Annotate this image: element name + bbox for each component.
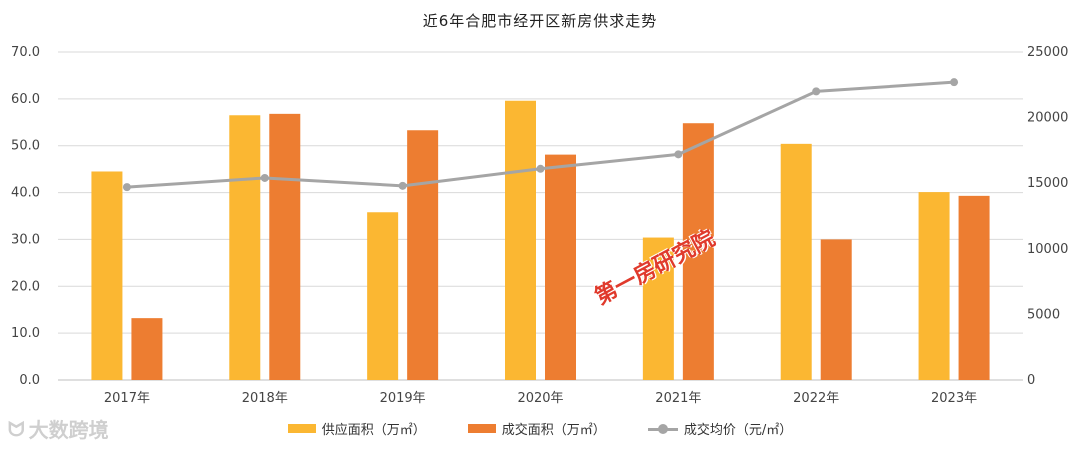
bar-deal bbox=[820, 239, 852, 380]
bar-supply bbox=[780, 143, 812, 380]
legend-label-supply: 供应面积（万㎡） bbox=[321, 423, 426, 438]
chart-title: 近6年合肥市经开区新房供求走势 bbox=[422, 12, 658, 30]
legend-item-price: 成交均价（元/㎡） bbox=[647, 419, 793, 438]
bar-deal bbox=[682, 123, 714, 381]
legend-item-supply: 供应面积（万㎡） bbox=[287, 419, 426, 438]
legend-swatch-supply bbox=[287, 424, 316, 433]
bar-deal bbox=[131, 318, 163, 380]
watermark-logo-text: 大数跨境 bbox=[28, 418, 109, 442]
price-point bbox=[536, 164, 545, 173]
legend-swatch-price bbox=[647, 423, 678, 435]
bar-deal bbox=[269, 113, 301, 380]
x-tick-label: 2022年 bbox=[793, 391, 839, 406]
y-left-tick-label: 40.0 bbox=[11, 186, 40, 201]
legend-item-deal: 成交面积（万㎡） bbox=[467, 419, 606, 438]
price-point bbox=[398, 181, 407, 190]
watermark-logo: ᗢ 大数跨境 bbox=[8, 414, 109, 443]
y-left-tick-label: 70.0 bbox=[11, 45, 40, 60]
x-tick-label: 2020年 bbox=[517, 391, 563, 406]
brand-logo-icon: ᗢ bbox=[8, 416, 25, 441]
y-right-tick-label: 10000 bbox=[1027, 242, 1068, 257]
y-left-tick-label: 10.0 bbox=[11, 326, 40, 341]
y-right-tick-label: 15000 bbox=[1027, 176, 1068, 191]
y-right-tick-label: 5000 bbox=[1027, 307, 1060, 322]
bar-supply bbox=[505, 100, 536, 380]
y-right-tick-label: 20000 bbox=[1027, 111, 1068, 126]
price-point bbox=[260, 173, 269, 182]
bar-supply bbox=[918, 192, 950, 380]
y-right-tick-label: 0 bbox=[1027, 373, 1035, 388]
bar-deal bbox=[545, 154, 576, 380]
y-left-tick-label: 0.0 bbox=[19, 373, 40, 388]
x-tick-label: 2018年 bbox=[242, 391, 288, 406]
y-left-tick-label: 60.0 bbox=[11, 92, 40, 107]
legend-label-deal: 成交面积（万㎡） bbox=[501, 423, 606, 438]
price-point bbox=[812, 87, 821, 96]
y-left-tick-label: 30.0 bbox=[11, 232, 40, 247]
bar-deal bbox=[407, 130, 439, 380]
legend-swatch-deal bbox=[467, 424, 496, 433]
bar-supply bbox=[367, 212, 399, 380]
bar-supply bbox=[229, 115, 261, 380]
legend: 供应面积（万㎡） 成交面积（万㎡） 成交均价（元/㎡） bbox=[0, 419, 1080, 438]
x-tick-label: 2019年 bbox=[380, 391, 426, 406]
price-point bbox=[950, 78, 959, 87]
x-tick-label: 2021年 bbox=[655, 391, 701, 406]
bar-deal bbox=[958, 195, 990, 380]
x-tick-label: 2017年 bbox=[104, 391, 150, 406]
bar-supply bbox=[91, 171, 123, 380]
price-point bbox=[122, 183, 131, 192]
legend-label-price: 成交均价（元/㎡） bbox=[683, 423, 793, 438]
y-left-tick-label: 50.0 bbox=[11, 139, 40, 154]
y-right-tick-label: 25000 bbox=[1027, 45, 1068, 60]
price-point bbox=[674, 150, 683, 159]
bar-supply bbox=[642, 237, 674, 380]
y-left-tick-label: 20.0 bbox=[11, 279, 40, 294]
x-tick-label: 2023年 bbox=[931, 391, 977, 406]
